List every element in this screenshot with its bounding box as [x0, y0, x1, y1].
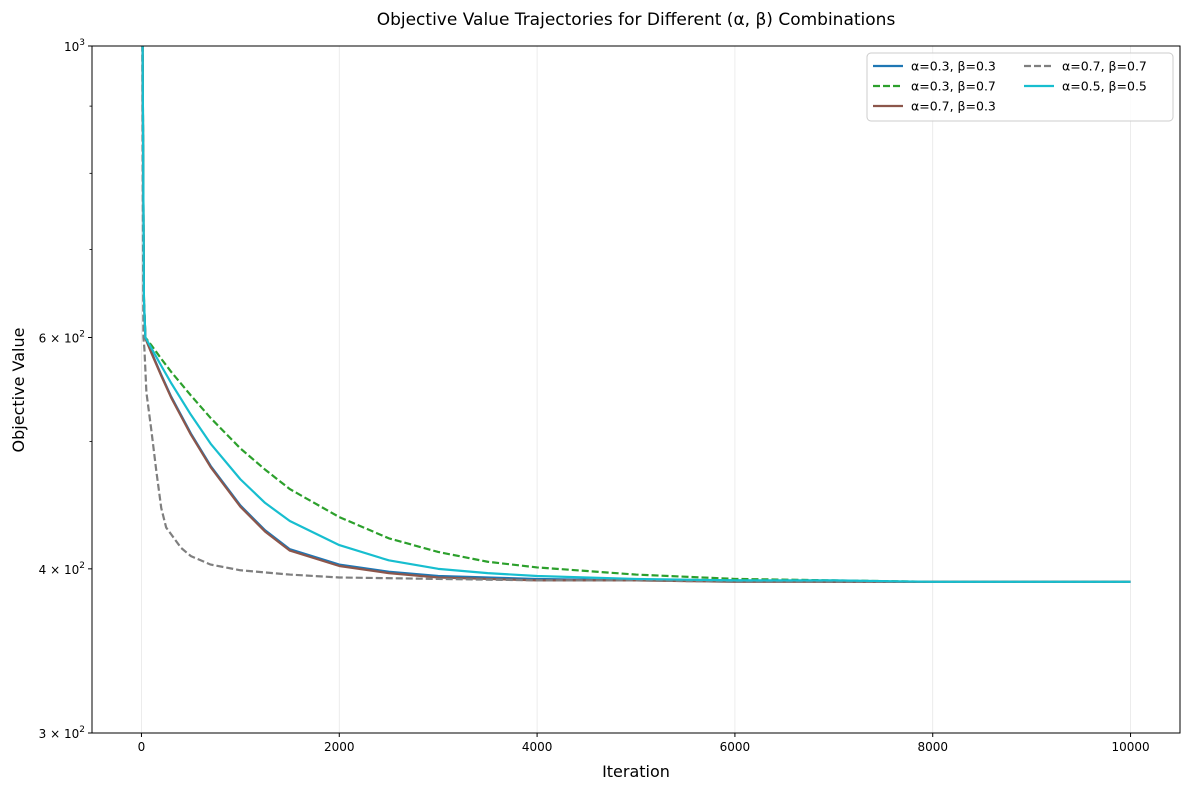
legend-label-4: α=0.7, β=0.7 [1062, 59, 1147, 74]
legend-label-2: α=0.3, β=0.7 [911, 79, 996, 94]
y-tick-label: 6 × 102 [39, 329, 85, 345]
y-tick-label: 4 × 102 [39, 561, 85, 577]
grid-lines [141, 46, 1131, 733]
x-axis: 0 2000 4000 6000 8000 10000 [138, 733, 1150, 754]
y-tick-label: 103 [64, 38, 85, 54]
x-axis-label: Iteration [602, 762, 670, 781]
chart-title: Objective Value Trajectories for Differe… [377, 10, 896, 30]
series-line-4 [141, 46, 1131, 583]
legend-frame [866, 52, 1174, 122]
legend-label-3: α=0.7, β=0.3 [911, 99, 996, 114]
legend: α=0.3, β=0.3 α=0.3, β=0.7 α=0.7, β=0.3 α=0.… [866, 52, 1174, 122]
series-line-5 [141, 46, 1131, 583]
series-lines [141, 46, 1131, 583]
x-tick-label: 4000 [522, 740, 553, 754]
plot-frame [91, 45, 1181, 734]
y-axis-label: Objective Value [9, 328, 28, 453]
x-tick-label: 10000 [1111, 740, 1149, 754]
x-tick-label: 6000 [720, 740, 751, 754]
x-tick-label: 2000 [324, 740, 355, 754]
x-tick-label: 0 [138, 740, 146, 754]
y-tick-label: 3 × 102 [39, 725, 85, 741]
legend-label-1: α=0.3, β=0.3 [911, 59, 996, 74]
y-axis: 3 × 102 4 × 102 6 × 102 103 [39, 38, 92, 741]
legend-label-5: α=0.5, β=0.5 [1062, 79, 1147, 94]
x-tick-label: 8000 [917, 740, 948, 754]
